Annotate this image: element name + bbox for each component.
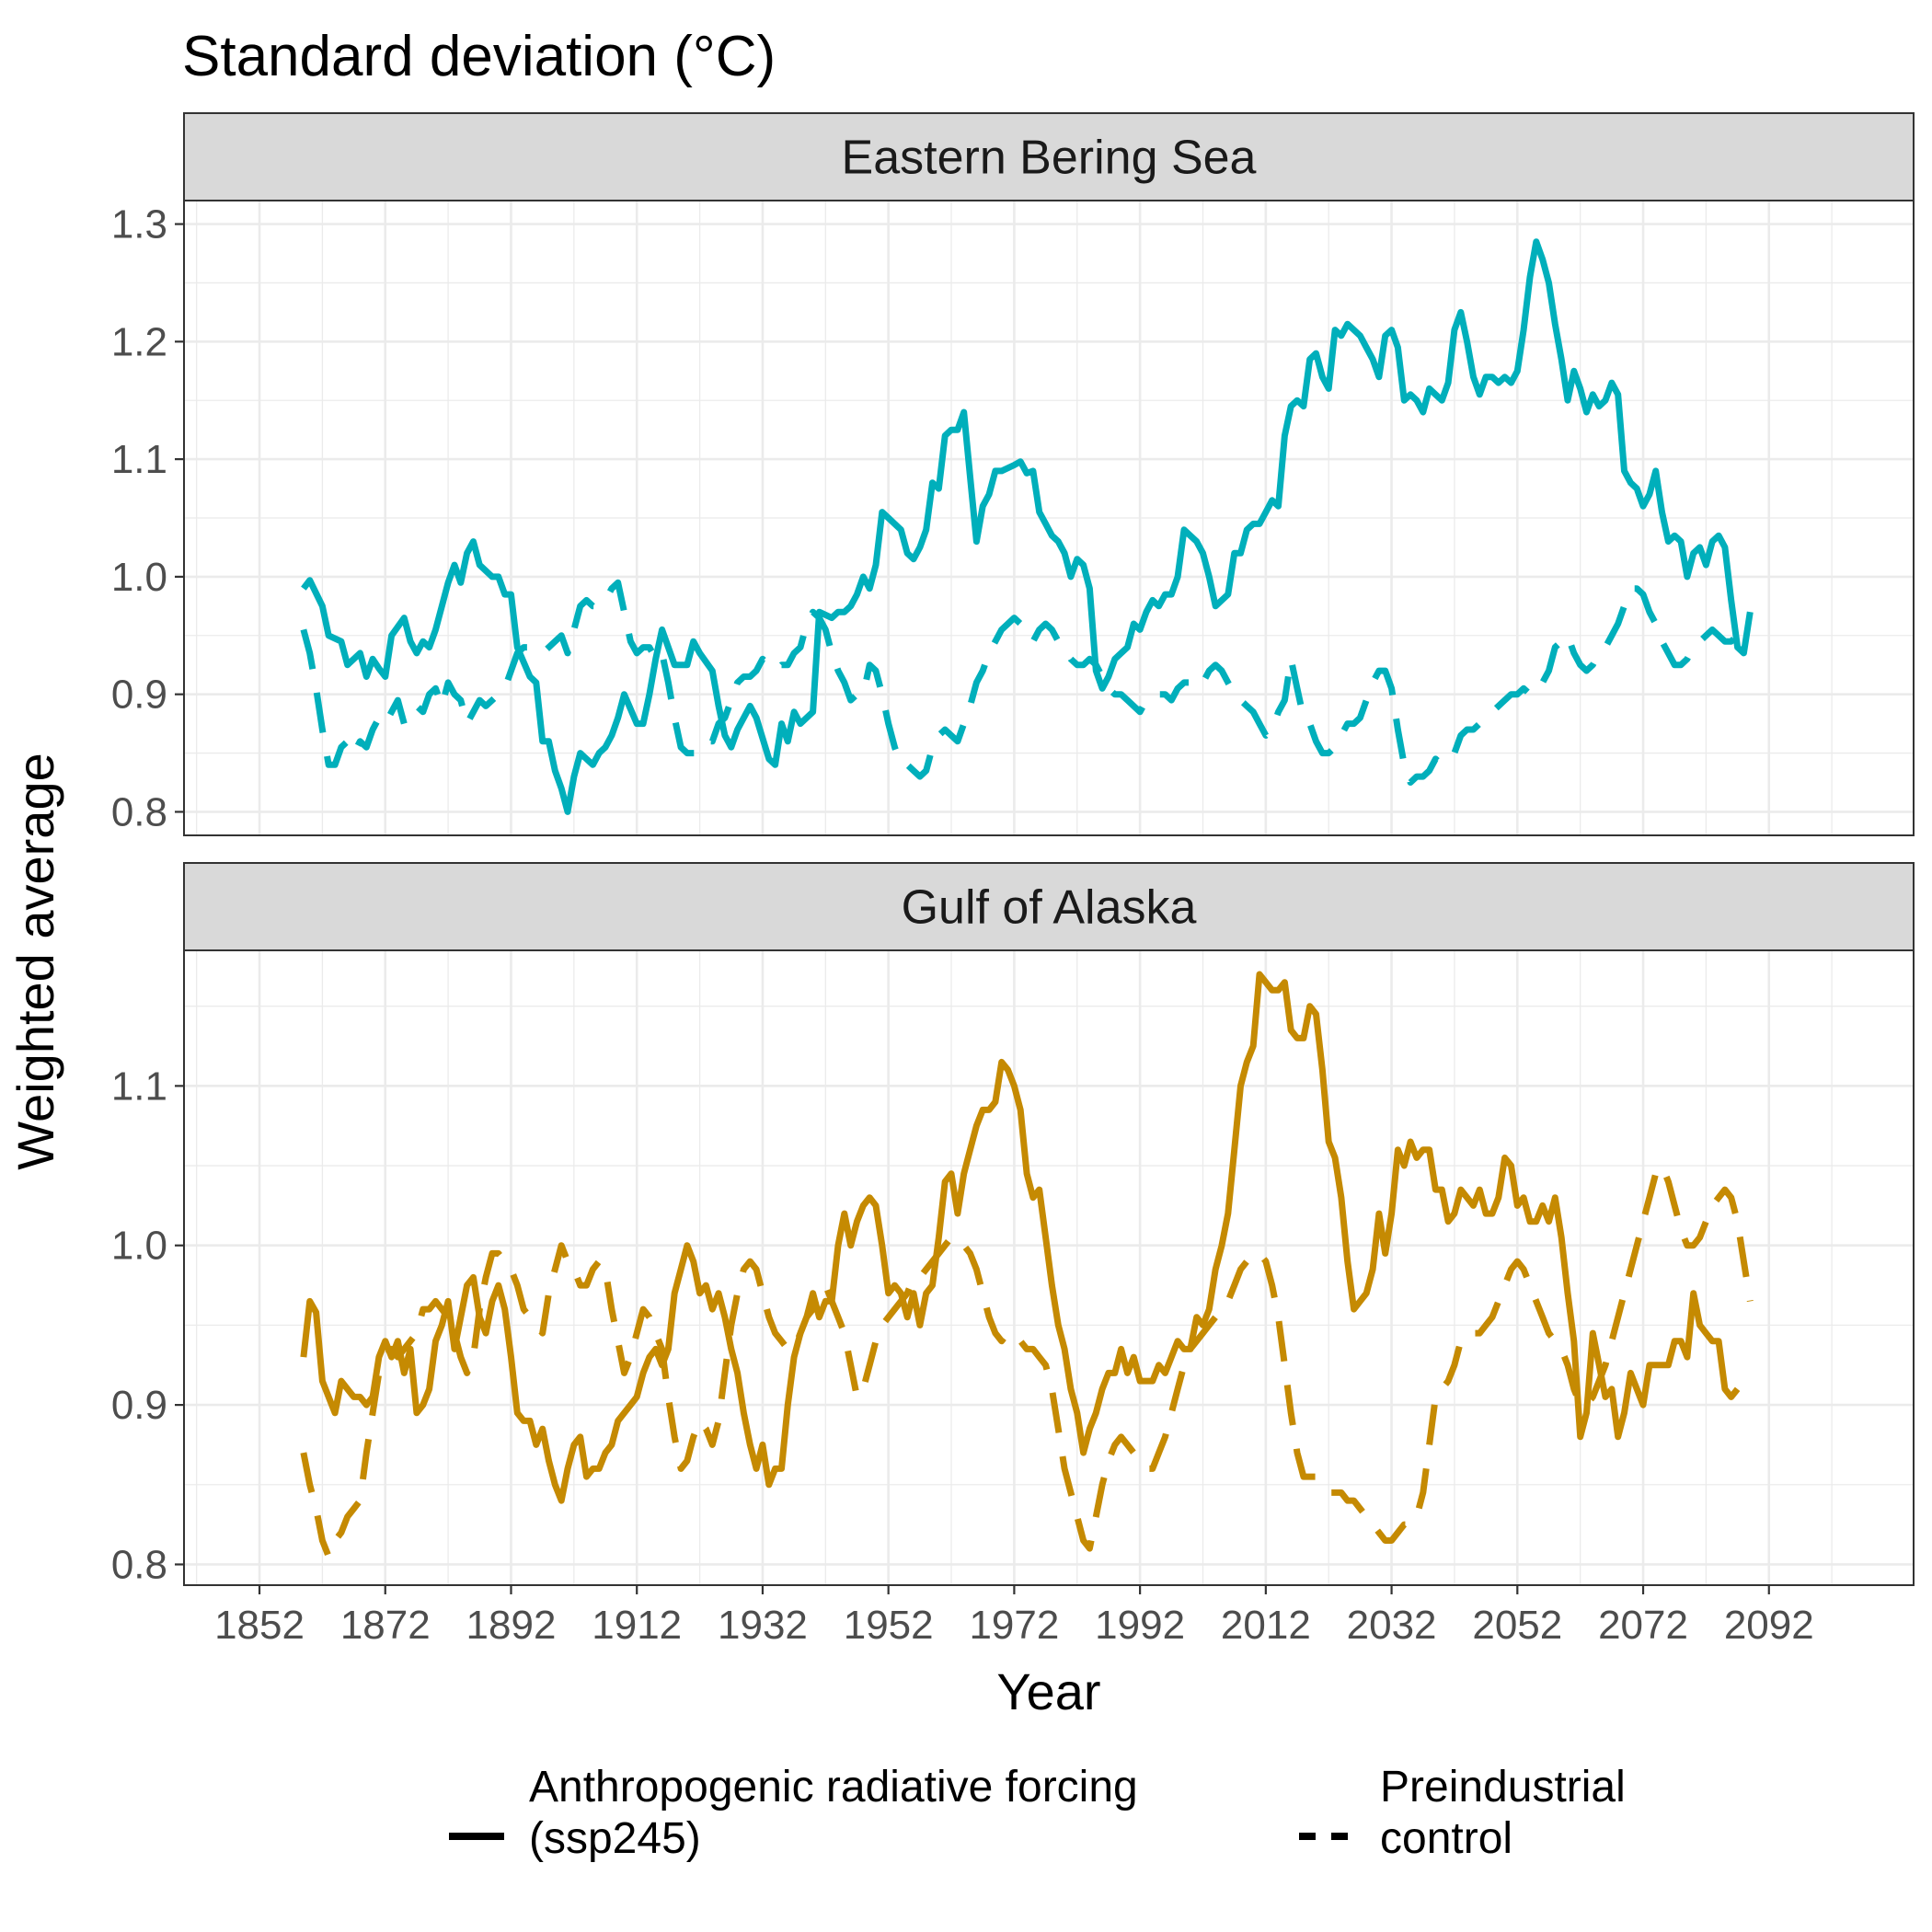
chart-panels: Eastern Bering Sea 0.8 0.9 1.0 1.1 1.2 1.3 Gulf… <box>111 112 1915 1587</box>
y-tick-label: 1.0 <box>111 1224 167 1269</box>
y-tick-label: 0.9 <box>111 673 167 718</box>
strip-background <box>183 862 1915 951</box>
series-group <box>300 971 1754 1560</box>
panel-gulf-of-alaska: Gulf of Alaska 0.8 0.9 1.0 1.1 <box>111 862 1915 1587</box>
x-tick-label: 2032 <box>1347 1603 1437 1648</box>
y-tick-label: 1.3 <box>111 202 167 247</box>
x-tick-label: 2072 <box>1598 1603 1688 1648</box>
x-axis: 1852 1872 1892 1912 1932 1952 1972 1992 2012 2032… <box>214 1585 1814 1648</box>
x-tick-label: 2052 <box>1472 1603 1562 1648</box>
grid <box>184 950 1914 1585</box>
legend: Anthropogenic radiative forcing(ssp245) P… <box>449 1763 1626 1863</box>
panel-eastern-bering-sea: Eastern Bering Sea 0.8 0.9 1.0 1.1 1.2 1.3 <box>111 112 1915 836</box>
x-axis-title: Year <box>996 1662 1100 1720</box>
legend-label: (ssp245) <box>529 1814 701 1863</box>
y-tick-label: 0.8 <box>111 789 167 834</box>
strip-background <box>183 112 1915 201</box>
series-line-control <box>300 1162 1754 1560</box>
y-tick-label: 1.2 <box>111 319 167 364</box>
x-tick-label: 1932 <box>718 1603 808 1648</box>
y-tick-label: 0.8 <box>111 1542 167 1587</box>
legend-item-ssp245: Anthropogenic radiative forcing(ssp245) <box>449 1763 1138 1863</box>
x-tick-label: 1952 <box>844 1603 934 1648</box>
series-line-ssp245 <box>300 971 1741 1504</box>
x-tick-label: 1852 <box>214 1603 305 1648</box>
y-tick-label: 1.1 <box>111 1064 167 1109</box>
legend-label: control <box>1380 1814 1512 1863</box>
strip-label: Gulf of Alaska <box>902 881 1197 935</box>
legend-label: Anthropogenic radiative forcing <box>529 1763 1138 1811</box>
x-tick-label: 1972 <box>969 1603 1059 1648</box>
x-tick-label: 1872 <box>340 1603 431 1648</box>
x-tick-label: 2012 <box>1221 1603 1311 1648</box>
y-tick-label: 1.1 <box>111 437 167 482</box>
panel-border <box>183 200 1915 836</box>
grid <box>184 201 1914 835</box>
y-tick-label: 0.9 <box>111 1383 167 1428</box>
x-tick-label: 1912 <box>592 1603 682 1648</box>
strip-label: Eastern Bering Sea <box>842 132 1257 185</box>
y-tick-label: 1.0 <box>111 555 167 600</box>
x-tick-label: 1892 <box>466 1603 557 1648</box>
x-tick-label: 2092 <box>1724 1603 1814 1648</box>
series-line-ssp245 <box>301 238 1754 815</box>
panel-border <box>183 949 1915 1586</box>
legend-label: Preindustrial <box>1380 1763 1626 1811</box>
chart-title: Standard deviation (°C) <box>182 25 776 88</box>
series-group <box>300 238 1754 815</box>
x-tick-label: 1992 <box>1095 1603 1185 1648</box>
y-axis-title: Weighted average <box>6 753 64 1170</box>
series-line-control <box>300 579 1753 786</box>
